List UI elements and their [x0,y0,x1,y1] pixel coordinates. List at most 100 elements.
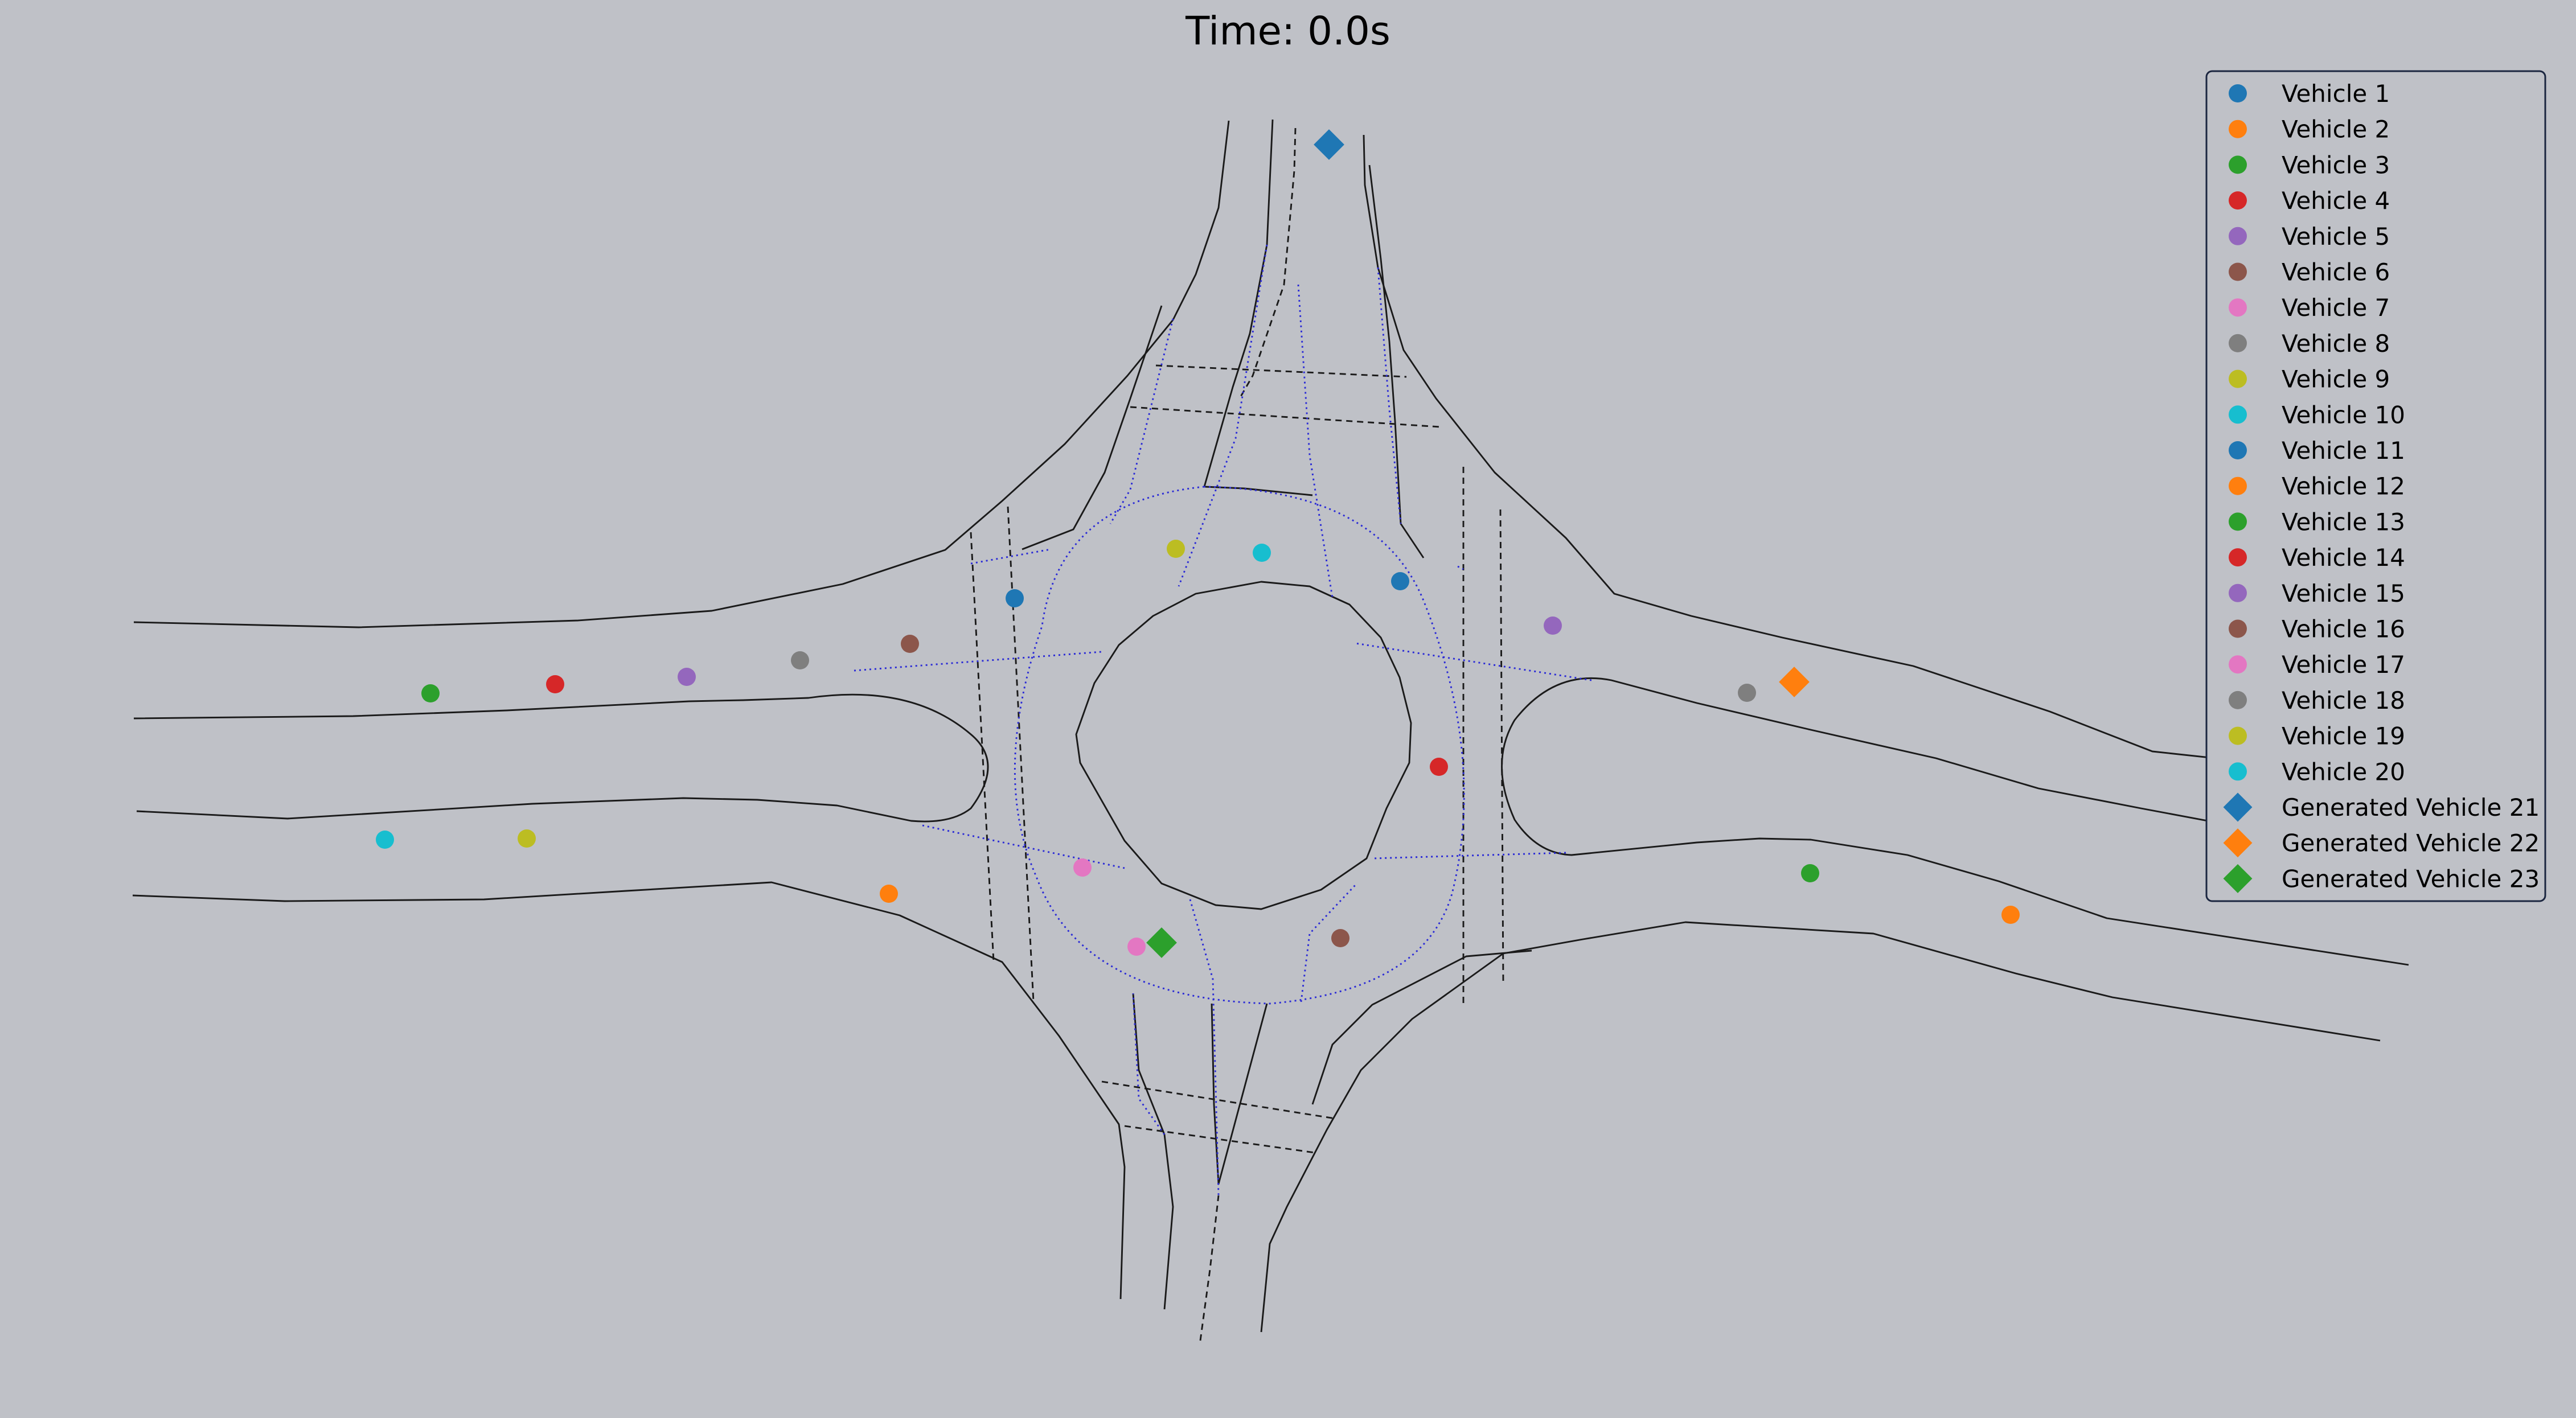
legend-label: Vehicle 4 [2282,187,2390,215]
vehicle-9-marker [518,829,536,848]
path-north-out [1377,267,1402,524]
legend-marker [2229,227,2247,245]
vehicle-3-marker [421,684,440,702]
path-west-out [922,824,1125,869]
path-north-in [1109,318,1174,524]
vehicle-2-marker [880,885,898,903]
west-crosswalk-1 [970,532,995,963]
legend-label: Vehicle 11 [2282,437,2405,465]
legend-marker [2229,155,2247,174]
road-edges [132,119,2443,1333]
plot-title: Time: 0.0s [1185,9,1390,54]
vehicle-8-marker [791,651,809,669]
legend-entry: Vehicle 10 [2229,401,2405,429]
east-crosswalk-2 [1499,509,1504,984]
west-bottom-edge [132,881,1126,1300]
vehicle-19-marker [1167,540,1185,558]
vehicle-10-marker [1253,544,1271,562]
generated-vehicle-22-marker [1779,667,1810,697]
legend-marker [2229,548,2247,567]
legend-marker [2229,262,2247,281]
legend-label: Vehicle 9 [2282,365,2390,393]
north-crosswalk-2 [1130,406,1441,428]
legend-entry: Vehicle 4 [2229,187,2390,215]
legend-entry: Vehicle 2 [2229,116,2390,143]
legend-marker [2229,655,2247,674]
planned-paths [854,244,1592,1196]
vehicle-13-marker [1801,864,1819,882]
legend-marker [2229,726,2247,745]
south-right-edge [1260,921,2381,1333]
vehicle-4-marker [1430,758,1448,776]
legend-frame [2205,70,2546,902]
legend-label: Vehicle 12 [2282,472,2405,500]
legend-label: Vehicle 13 [2282,508,2405,536]
legend-entry: Vehicle 14 [2229,544,2405,572]
vehicle-18-marker [1738,684,1756,702]
vehicle-6-marker [1331,929,1349,947]
legend-entry: Vehicle 15 [2229,579,2405,607]
legend-label: Vehicle 7 [2282,294,2390,322]
legend-entry: Vehicle 16 [2229,615,2405,643]
legend-label: Vehicle 8 [2282,330,2390,357]
legend-entry: Vehicle 7 [2229,294,2390,322]
legend-label: Generated Vehicle 23 [2282,865,2540,893]
vehicle-7-marker [1073,858,1092,877]
legend-marker [2229,476,2247,495]
south-left-inner [1132,993,1174,1310]
path-south-in [1189,899,1220,1196]
west-crosswalk-2 [1007,506,1035,1002]
path-north-out-2 [1297,284,1334,598]
legend-label: Vehicle 20 [2282,758,2405,786]
generated-vehicle-21-marker [1314,129,1344,160]
legend-label: Vehicle 1 [2282,80,2390,108]
legend-label: Vehicle 19 [2282,722,2405,750]
legend-entry: Vehicle 6 [2229,258,2390,286]
legend-entry: Vehicle 8 [2229,330,2390,357]
legend-entry: Vehicle 9 [2229,365,2390,393]
path-south-out [1300,885,1356,1002]
legend-label: Generated Vehicle 22 [2282,829,2540,857]
legend-entry: Vehicle 13 [2229,508,2405,536]
vehicle-markers [376,129,2020,958]
legend-marker [2229,762,2247,781]
north-mid-bound [1203,119,1313,496]
central-island [1075,581,1412,910]
legend-marker [2229,512,2247,531]
legend-entry: Vehicle 3 [2229,151,2390,179]
north-inner-right [1368,165,1425,558]
north-left-edge [133,120,1230,628]
vehicle-14-marker [546,675,564,693]
north-inner-left [1022,305,1163,550]
path-east-out [1372,852,1566,860]
legend-marker [2229,405,2247,424]
vehicle-12-marker [2001,906,2020,924]
south-center-line [1199,1195,1220,1341]
path-east-in [1355,642,1592,681]
legend-entry: Vehicle 17 [2229,651,2405,679]
vehicle-17-marker [1127,938,1146,956]
legend-marker [2229,369,2247,388]
legend-label: Vehicle 14 [2282,544,2405,572]
legend-marker [2229,690,2247,709]
legend-entry: Vehicle 5 [2229,223,2390,250]
legend-entry: Vehicle 18 [2229,687,2405,714]
legend-label: Vehicle 16 [2282,615,2405,643]
vehicle-11-marker [1391,572,1409,590]
path-south-left [1132,993,1166,1135]
vehicle-5-marker [678,668,696,686]
legend-marker [2229,120,2247,138]
legend-marker [2229,583,2247,602]
legend-entry: Vehicle 11 [2229,437,2405,465]
south-right-inner [1311,950,1532,1105]
legend-marker [2229,191,2247,210]
legend-label: Vehicle 5 [2282,223,2390,250]
north-crosswalk-1 [1155,364,1407,378]
legend-marker [2229,619,2247,638]
path-se-corner [1457,565,1464,570]
legend-label: Generated Vehicle 21 [2282,794,2540,821]
ring-path [1014,486,1465,1005]
north-right-edge [1363,134,2443,784]
north-center-line [1238,128,1297,399]
